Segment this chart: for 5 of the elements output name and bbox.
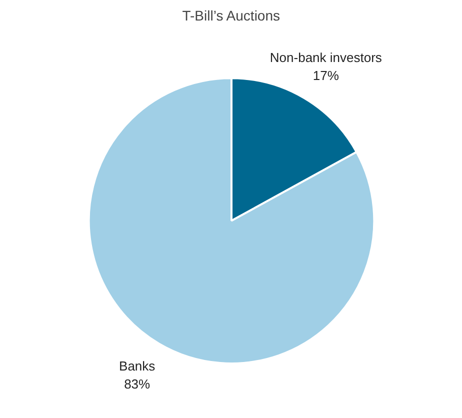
slice-label: Non-bank investors (270, 50, 382, 66)
slice-label: Banks (119, 358, 156, 374)
data-label: 17% (312, 68, 340, 84)
data-label: 83% (124, 376, 151, 392)
chart-title: T-Bill’s Auctions (182, 8, 280, 24)
